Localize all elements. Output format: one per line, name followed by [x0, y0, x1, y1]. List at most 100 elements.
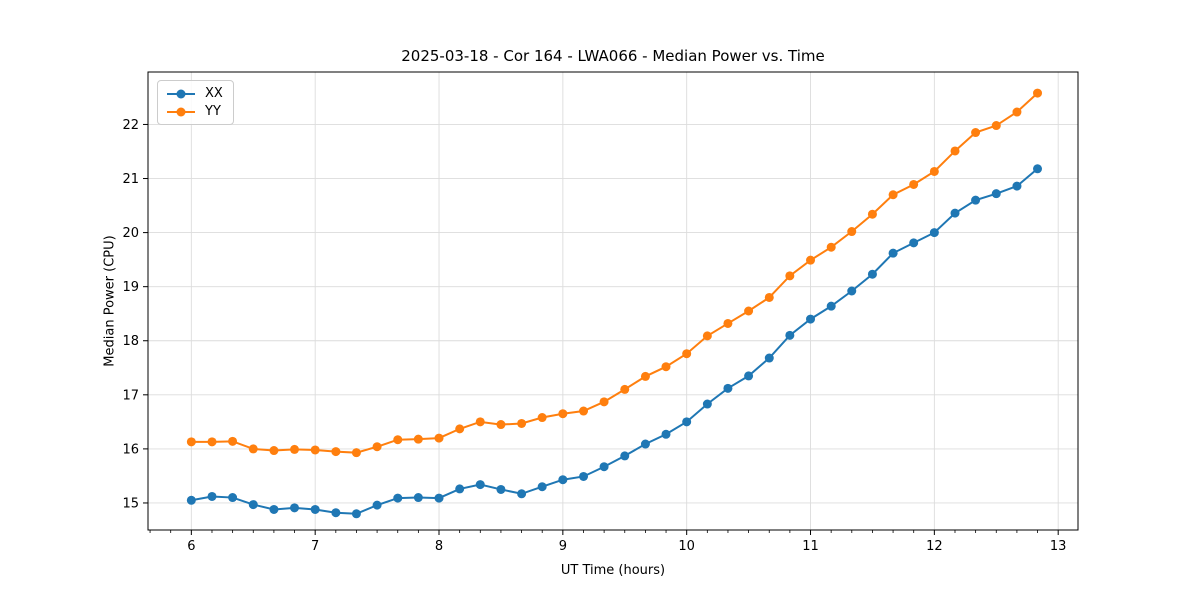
series-xx-marker	[640, 439, 650, 449]
legend-swatch-yy-icon	[167, 107, 195, 116]
series-yy-marker	[207, 437, 217, 447]
series-xx-marker	[393, 493, 403, 503]
series-yy-marker	[310, 445, 320, 455]
series-yy-marker	[640, 371, 650, 381]
series-yy-marker	[1012, 107, 1022, 117]
series-yy-marker	[372, 442, 382, 452]
x-tick-label: 9	[559, 539, 567, 554]
series-yy-marker	[434, 433, 444, 443]
series-yy-marker	[351, 448, 361, 458]
series-yy-marker	[661, 362, 671, 372]
x-tick-label: 11	[802, 539, 819, 554]
series-xx-marker	[785, 330, 795, 340]
series-xx-marker	[228, 493, 238, 503]
x-axis-label: UT Time (hours)	[560, 563, 666, 578]
series-xx-marker	[764, 353, 774, 363]
series-yy-line	[191, 92, 1039, 454]
series-xx-marker	[269, 504, 279, 514]
series-yy-marker	[867, 209, 877, 219]
series-xx-marker	[806, 314, 816, 324]
series-yy-marker	[888, 190, 898, 200]
series-xx-marker	[290, 503, 299, 513]
legend-item-yy: YY	[165, 104, 223, 119]
series-xx-marker	[723, 383, 733, 393]
series-yy-marker	[682, 349, 692, 359]
series-xx-marker	[744, 371, 754, 381]
series-yy-marker	[971, 128, 981, 138]
series-yy-marker	[599, 397, 609, 407]
series-xx-line	[191, 168, 1039, 515]
series-xx-marker	[579, 471, 589, 481]
legend-label-yy: YY	[205, 104, 221, 119]
series-yy-marker	[1033, 88, 1043, 98]
series-xx-marker	[702, 399, 712, 409]
x-tick-label: 12	[926, 539, 943, 554]
series-xx-marker	[207, 491, 217, 501]
series-yy-marker	[331, 447, 341, 457]
series-xx-marker	[351, 509, 361, 519]
series-yy-marker	[517, 418, 527, 428]
series-xx-marker	[599, 462, 609, 472]
legend: XX YY	[157, 80, 234, 125]
x-tick-label: 7	[311, 539, 319, 554]
series-yy-marker	[393, 435, 403, 445]
series-xx-marker	[455, 484, 465, 494]
series-xx-marker	[971, 195, 981, 205]
series-xx-marker	[661, 429, 671, 439]
series-xx-marker	[826, 301, 836, 311]
series-xx-marker	[929, 228, 939, 238]
legend-marker-yy-icon	[176, 107, 186, 116]
series-yy-marker	[950, 146, 960, 156]
y-tick-label: 15	[122, 496, 139, 511]
series-yy-marker	[929, 166, 939, 176]
x-tick-label: 13	[1050, 539, 1067, 554]
tick-layer: 6 7 8 9 10 11 12 13 15 16 17 18 19 20 21 22	[122, 118, 1066, 554]
y-tick-label: 19	[122, 280, 139, 295]
plot-area-border	[147, 71, 1079, 531]
series-xx-marker	[620, 451, 630, 461]
series-xx-marker	[950, 208, 960, 218]
y-tick-label: 22	[122, 118, 139, 133]
series-xx-marker	[847, 286, 857, 296]
series-xx-marker	[1012, 181, 1022, 191]
series-xx-marker	[413, 493, 423, 503]
series-yy-marker	[764, 292, 774, 302]
series-yy-marker	[785, 271, 795, 281]
series-xx-marker	[186, 495, 196, 505]
chart-title: 2025-03-18 - Cor 164 - LWA066 - Median P…	[401, 47, 825, 65]
y-tick-label: 17	[122, 388, 139, 403]
series-layer	[186, 88, 1043, 519]
series-yy-marker	[269, 446, 279, 456]
x-tick-label: 8	[435, 539, 443, 554]
series-xx-marker	[310, 504, 320, 514]
series-xx-marker	[496, 484, 506, 494]
series-yy-marker	[723, 318, 733, 328]
series-xx-marker	[682, 417, 692, 427]
series-yy-marker	[909, 179, 919, 189]
series-xx-marker	[372, 500, 382, 510]
series-xx-marker	[888, 248, 898, 258]
series-xx-marker	[991, 189, 1001, 199]
series-yy-marker	[702, 331, 712, 341]
x-tick-label: 10	[678, 539, 695, 554]
series-yy-marker	[579, 406, 589, 416]
series-yy-marker	[475, 417, 485, 427]
series-yy-marker	[806, 255, 816, 265]
series-yy-marker	[455, 424, 465, 434]
y-tick-label: 21	[122, 172, 139, 187]
legend-label-xx: XX	[205, 86, 223, 101]
legend-swatch-xx-icon	[167, 89, 195, 98]
legend-item-xx: XX	[165, 86, 223, 101]
series-yy-marker	[558, 409, 568, 419]
series-xx-marker	[558, 475, 568, 485]
y-axis-label: Median Power (CPU)	[102, 235, 118, 367]
y-tick-label: 18	[122, 334, 139, 349]
series-yy-marker	[991, 121, 1001, 131]
series-xx-marker	[909, 238, 919, 248]
legend-marker-xx-icon	[176, 89, 186, 98]
series-xx-marker	[475, 480, 485, 490]
series-yy-marker	[620, 384, 630, 394]
series-yy-marker	[413, 434, 423, 444]
